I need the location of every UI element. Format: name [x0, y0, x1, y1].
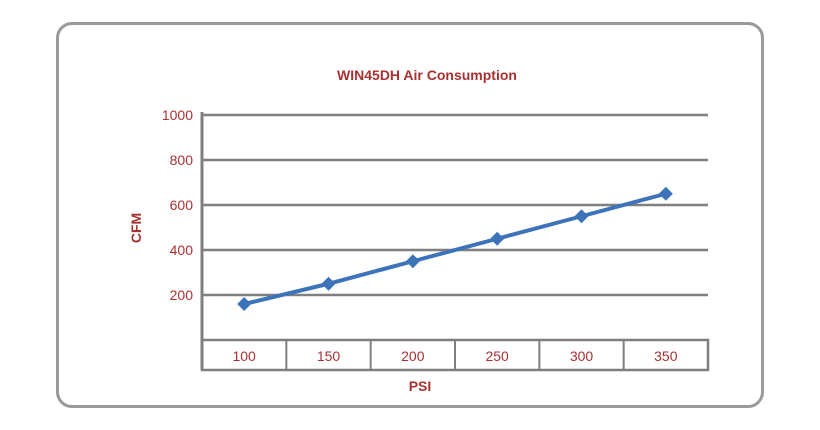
- data-point: [490, 231, 505, 246]
- x-tick-label: 100: [232, 348, 256, 364]
- x-tick-label: 300: [570, 348, 594, 364]
- data-point: [405, 254, 420, 269]
- x-tick-label: 200: [401, 348, 425, 364]
- y-tick-label: 800: [170, 152, 194, 168]
- chart-title: WIN45DH Air Consumption: [337, 67, 517, 83]
- y-tick-label: 600: [170, 197, 194, 213]
- y-tick-label: 400: [170, 242, 194, 258]
- x-tick-label: 250: [485, 348, 509, 364]
- data-point: [321, 276, 336, 291]
- chart-frame: [56, 22, 764, 408]
- data-point: [574, 209, 589, 224]
- x-axis-label: PSI: [409, 378, 432, 394]
- series-line: [243, 191, 667, 306]
- y-tick-label: 1000: [162, 107, 193, 123]
- y-axis-label: CFM: [128, 213, 144, 243]
- data-point: [658, 186, 673, 201]
- x-tick-label: 150: [317, 348, 341, 364]
- data-point: [237, 297, 252, 311]
- y-tick-label: 200: [170, 287, 194, 303]
- x-tick-label: 350: [654, 348, 678, 364]
